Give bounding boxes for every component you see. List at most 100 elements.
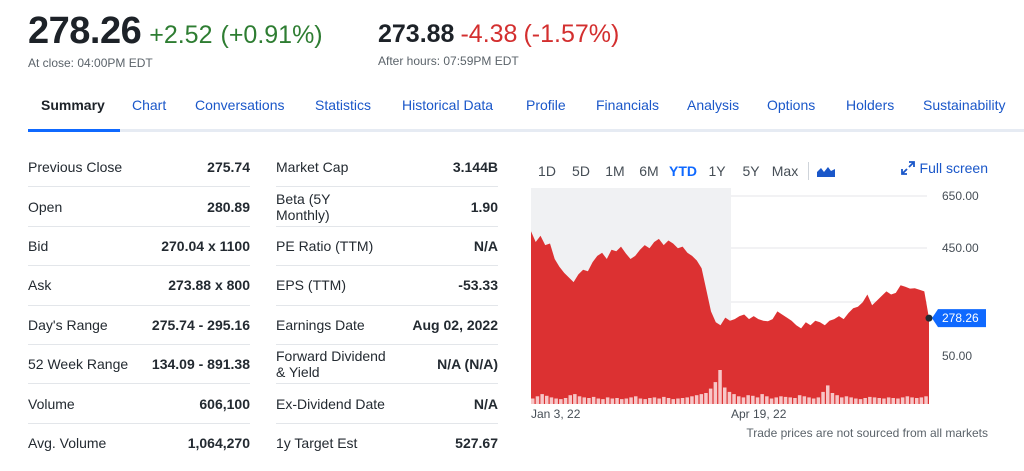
fullscreen-button[interactable]: Full screen: [900, 160, 988, 176]
volume-bar: [863, 398, 867, 404]
volume-bar: [563, 398, 568, 404]
volume-bar: [540, 394, 544, 404]
tab-profile[interactable]: Profile: [526, 97, 566, 113]
volume-bar: [573, 394, 577, 404]
stat-row: Forward Dividend & Yield N/A (N/A): [276, 345, 498, 385]
volume-bar: [620, 399, 624, 404]
volume-bar: [671, 399, 675, 404]
tab-statistics[interactable]: Statistics: [315, 97, 372, 113]
volume-bar: [718, 370, 722, 404]
x-axis: Jan 3, 22 Apr 19, 22: [531, 407, 787, 421]
volume-bar: [615, 398, 619, 404]
price-chart[interactable]: 650.00 450.00 50.00 Jan 3, 22 Apr 19, 22…: [522, 184, 1002, 424]
volume-bar: [919, 397, 924, 404]
volume-bar: [760, 394, 764, 404]
volume-bar: [849, 397, 853, 404]
tab-chart[interactable]: Chart: [132, 97, 167, 113]
volume-bar: [783, 396, 788, 404]
volume-bar: [648, 398, 652, 404]
quote-nav-tabs: Summary Chart Conversations Statistics H…: [28, 88, 1024, 132]
volume-bar: [662, 396, 666, 404]
tab-options[interactable]: Options: [767, 97, 816, 113]
tab-sustainability[interactable]: Sustainability: [923, 97, 1006, 113]
stat-label: Previous Close: [28, 159, 123, 176]
stat-label: 1y Target Est: [276, 435, 358, 452]
after-hours-price: 273.88: [378, 20, 455, 48]
range-6m[interactable]: 6M: [639, 163, 659, 179]
stat-value: 275.74 - 295.16: [151, 316, 250, 333]
volume-bar: [821, 391, 825, 404]
stat-label: Bid: [28, 237, 49, 254]
stat-value: 275.74: [207, 159, 250, 176]
range-ytd[interactable]: YTD: [669, 163, 697, 179]
range-1d[interactable]: 1D: [538, 163, 556, 179]
volume-bar: [605, 397, 610, 404]
price-tag-label: 278.26: [942, 311, 979, 325]
tab-historical-data[interactable]: Historical Data: [402, 97, 494, 113]
price-chart-panel: 1D 5D 1M 6M YTD 1Y 5Y Max Full screen 65…: [522, 152, 1002, 452]
volume-bar: [704, 393, 708, 404]
volume-bar: [910, 397, 914, 404]
volume-bar: [811, 398, 816, 404]
volume-bar: [826, 385, 830, 404]
stat-label: PE Ratio (TTM): [276, 237, 374, 254]
close-time-note: At close: 04:00PM EDT: [28, 56, 153, 70]
volume-bar: [596, 398, 601, 404]
volume-bar: [568, 395, 572, 404]
mountain-chart-icon[interactable]: [817, 164, 835, 178]
after-hours-quote: 273.88 -4.38 (-1.57%) After hours: 07:59PM…: [378, 10, 619, 68]
volume-bar: [723, 387, 727, 404]
after-hours-change: -4.38: [460, 20, 518, 48]
stat-value: N/A: [473, 395, 498, 412]
volume-bar: [545, 395, 549, 404]
range-1y[interactable]: 1Y: [708, 163, 726, 179]
stat-label: Earnings Date: [276, 316, 365, 333]
stat-value: 270.04 x 1100: [161, 237, 250, 254]
stat-row: Ex-Dividend Date N/A: [276, 384, 498, 424]
volume-bar: [886, 397, 891, 404]
stat-label: Ask: [28, 277, 52, 294]
volume-bar: [858, 399, 863, 404]
volume-bar: [830, 393, 835, 404]
volume-bar: [610, 398, 615, 404]
volume-bar: [727, 391, 732, 404]
price-change-percent: (+0.91%): [220, 21, 323, 49]
stat-row: Avg. Volume 1,064,270: [28, 424, 250, 463]
stat-row: Day's Range 275.74 - 295.16: [28, 306, 250, 345]
tab-financials[interactable]: Financials: [596, 97, 660, 113]
volume-bar: [587, 398, 591, 404]
volume-bar: [844, 396, 849, 404]
volume-bar: [891, 398, 895, 404]
range-5d[interactable]: 5D: [572, 163, 590, 179]
stat-row: Open 280.89: [28, 187, 250, 227]
stat-label: Avg. Volume: [28, 435, 107, 452]
volume-bar: [900, 397, 905, 404]
stat-row: Earnings Date Aug 02, 2022: [276, 306, 498, 345]
fullscreen-label: Full screen: [919, 160, 988, 176]
volume-bar: [854, 398, 858, 404]
stat-row: 1y Target Est 527.67: [276, 424, 498, 463]
price-change: +2.52: [149, 21, 213, 49]
volume-bar: [680, 398, 685, 404]
tab-analysis[interactable]: Analysis: [687, 97, 740, 113]
volume-bar: [676, 398, 680, 404]
range-1m[interactable]: 1M: [605, 163, 625, 179]
y-axis: 650.00 450.00 50.00: [942, 189, 979, 363]
stat-value: 1.90: [470, 198, 498, 215]
chart-disclaimer: Trade prices are not sourced from all ma…: [746, 426, 988, 440]
stat-row: Bid 270.04 x 1100: [28, 227, 250, 267]
y-tick-label: 450.00: [942, 241, 979, 255]
stat-row: Beta (5Y Monthly) 1.90: [276, 187, 498, 227]
range-5y[interactable]: 5Y: [742, 163, 760, 179]
volume-bar: [549, 397, 554, 404]
tab-conversations[interactable]: Conversations: [195, 97, 285, 113]
volume-bar: [741, 397, 746, 404]
volume-bar: [634, 396, 638, 404]
tab-holders[interactable]: Holders: [846, 97, 895, 113]
stat-label: Market Cap: [276, 159, 349, 176]
range-max[interactable]: Max: [771, 163, 799, 179]
stat-label: 52 Week Range: [28, 356, 129, 373]
stat-value: 1,064,270: [187, 435, 250, 452]
volume-bar: [582, 397, 586, 404]
tab-summary[interactable]: Summary: [41, 97, 105, 113]
